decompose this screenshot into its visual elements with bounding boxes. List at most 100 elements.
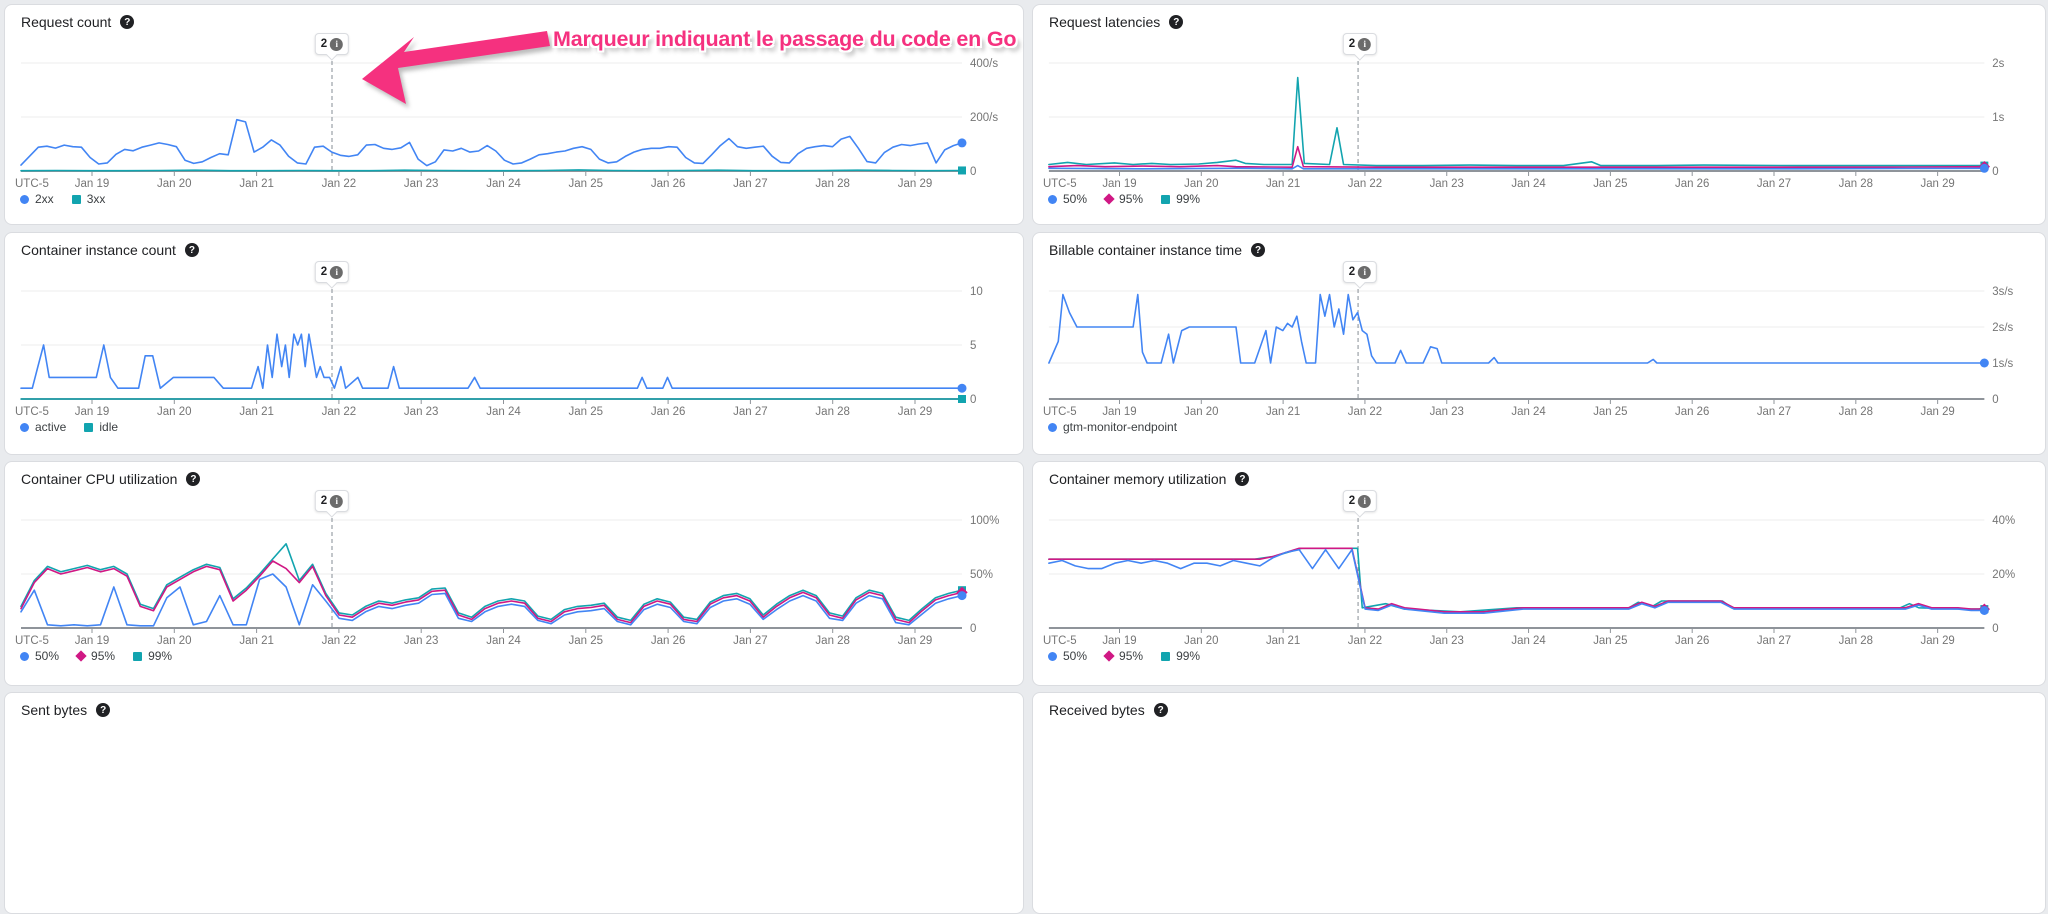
svg-text:Jan 20: Jan 20: [1184, 178, 1218, 190]
legend-item-99%[interactable]: 99%: [1161, 649, 1200, 663]
series-line-95%: [1048, 547, 1986, 613]
svg-text:Jan 20: Jan 20: [157, 178, 192, 190]
svg-text:40%: 40%: [1992, 515, 2015, 527]
svg-text:5: 5: [970, 340, 976, 352]
legend-circle-swatch: [1048, 422, 1057, 432]
chart-title: Request count: [21, 14, 112, 30]
series-end-square: [958, 166, 966, 175]
svg-text:UTC-5: UTC-5: [1043, 406, 1077, 418]
marker-count: 2: [320, 266, 328, 278]
svg-text:Jan 25: Jan 25: [569, 178, 604, 190]
svg-text:Jan 22: Jan 22: [1348, 406, 1382, 418]
svg-text:1s/s: 1s/s: [1992, 358, 2013, 370]
legend-item-99%[interactable]: 99%: [133, 649, 172, 663]
help-icon[interactable]: ?: [1235, 472, 1250, 486]
series-line-99%: [20, 543, 963, 622]
svg-text:Jan 25: Jan 25: [1593, 406, 1627, 418]
help-icon[interactable]: ?: [1153, 703, 1168, 717]
help-icon[interactable]: ?: [1169, 15, 1184, 29]
legend-item-50%[interactable]: 50%: [1048, 192, 1087, 206]
svg-text:Jan 25: Jan 25: [569, 406, 604, 418]
chart-title: Sent bytes: [21, 702, 88, 718]
svg-text:Jan 21: Jan 21: [239, 635, 274, 647]
svg-text:0: 0: [1992, 623, 1998, 635]
svg-text:Jan 21: Jan 21: [1266, 406, 1300, 418]
legend-item-50%[interactable]: 50%: [20, 649, 59, 663]
legend-circle-swatch: [1048, 651, 1057, 661]
change-marker-chip[interactable]: 2 i: [314, 33, 350, 61]
svg-text:Jan 24: Jan 24: [1511, 406, 1546, 418]
annotation-text: Marqueur indiquant le passage du code en…: [553, 27, 1017, 51]
svg-text:Jan 29: Jan 29: [898, 178, 933, 190]
svg-text:Jan 19: Jan 19: [1102, 178, 1136, 190]
svg-text:UTC-5: UTC-5: [15, 178, 49, 190]
svg-text:Jan 24: Jan 24: [1511, 178, 1546, 190]
legend-label: active: [35, 420, 67, 434]
legend-label: 50%: [35, 649, 60, 663]
change-marker-chip[interactable]: 2 i: [314, 490, 350, 518]
chart-title: Received bytes: [1049, 702, 1145, 718]
series-line-2xx: [20, 118, 963, 167]
chart-legend: 2xx 3xx: [20, 192, 105, 206]
series-end-square: [958, 395, 966, 403]
svg-text:Jan 28: Jan 28: [1839, 178, 1873, 190]
svg-text:Jan 28: Jan 28: [1839, 635, 1873, 647]
svg-text:Jan 29: Jan 29: [1920, 406, 1954, 418]
svg-text:Jan 27: Jan 27: [733, 178, 768, 190]
svg-text:Jan 20: Jan 20: [1184, 635, 1218, 647]
series-end-dot: [957, 383, 967, 393]
legend-item-95%[interactable]: 95%: [1103, 649, 1143, 663]
change-marker-chip[interactable]: 2 i: [1342, 261, 1378, 289]
legend-item-3xx[interactable]: 3xx: [71, 192, 105, 206]
help-icon[interactable]: ?: [184, 243, 199, 257]
legend-item-gtm-monitor-endpoint[interactable]: gtm-monitor-endpoint: [1048, 420, 1177, 434]
help-icon[interactable]: ?: [186, 472, 201, 486]
legend-item-active[interactable]: active: [20, 420, 66, 434]
legend-square-swatch: [1161, 194, 1171, 204]
help-icon[interactable]: ?: [96, 703, 111, 717]
svg-text:Jan 26: Jan 26: [1675, 406, 1709, 418]
info-icon: i: [330, 37, 344, 51]
svg-text:Jan 23: Jan 23: [1430, 406, 1464, 418]
help-icon[interactable]: ?: [120, 15, 135, 29]
svg-text:UTC-5: UTC-5: [1043, 635, 1077, 647]
legend-item-95%[interactable]: 95%: [75, 649, 115, 663]
legend-label: 99%: [1176, 649, 1201, 663]
svg-text:0: 0: [1992, 394, 1998, 406]
legend-diamond-swatch: [1103, 193, 1115, 205]
svg-text:400/s: 400/s: [970, 58, 998, 70]
series-line-3xx: [20, 169, 963, 172]
chart-canvas: 3s/s 2s/s 1s/s 0 UTC-5 Jan 19 Jan 20 Jan 21 Jan …: [1043, 286, 2014, 418]
legend-label: 95%: [1119, 192, 1144, 206]
help-icon[interactable]: ?: [1251, 243, 1265, 257]
legend-item-idle[interactable]: idle: [84, 420, 118, 434]
legend-circle-swatch: [1048, 194, 1057, 204]
legend-item-50%[interactable]: 50%: [1048, 649, 1087, 663]
svg-text:Jan 28: Jan 28: [1839, 406, 1873, 418]
svg-text:Jan 25: Jan 25: [1593, 635, 1627, 647]
legend-item-2xx[interactable]: 2xx: [20, 192, 54, 206]
change-marker-chip[interactable]: 2 i: [1342, 490, 1378, 518]
svg-text:Jan 26: Jan 26: [651, 178, 686, 190]
svg-text:Jan 19: Jan 19: [75, 635, 110, 647]
chart-card-container-instance-count: 10 5 0 UTC-5 Jan 19 Jan 20 Jan 21 Jan 22 Jan 23 J…: [4, 232, 1024, 455]
series-line-50%: [20, 573, 963, 627]
legend-diamond-swatch: [1103, 650, 1115, 662]
series-end-dot: [1979, 358, 1989, 368]
chart-legend: 50% 95% 99%: [1048, 649, 1200, 663]
series-end-dot: [1979, 605, 1989, 615]
svg-text:Jan 21: Jan 21: [1266, 178, 1300, 190]
series-line-95%: [20, 560, 963, 624]
legend-item-95%[interactable]: 95%: [1103, 192, 1144, 206]
chart-legend: 50% 95% 99%: [20, 649, 172, 663]
svg-text:Jan 21: Jan 21: [239, 406, 274, 418]
legend-label: idle: [99, 420, 119, 434]
svg-text:Jan 27: Jan 27: [1757, 178, 1791, 190]
legend-item-99%[interactable]: 99%: [1161, 192, 1200, 206]
change-marker-chip[interactable]: 2 i: [1342, 33, 1378, 61]
svg-text:Jan 27: Jan 27: [733, 406, 768, 418]
change-marker-chip[interactable]: 2 i: [314, 261, 350, 289]
svg-text:2s: 2s: [1992, 58, 2004, 70]
svg-text:Jan 27: Jan 27: [1757, 635, 1791, 647]
chart-title: Request latencies: [1049, 14, 1161, 30]
